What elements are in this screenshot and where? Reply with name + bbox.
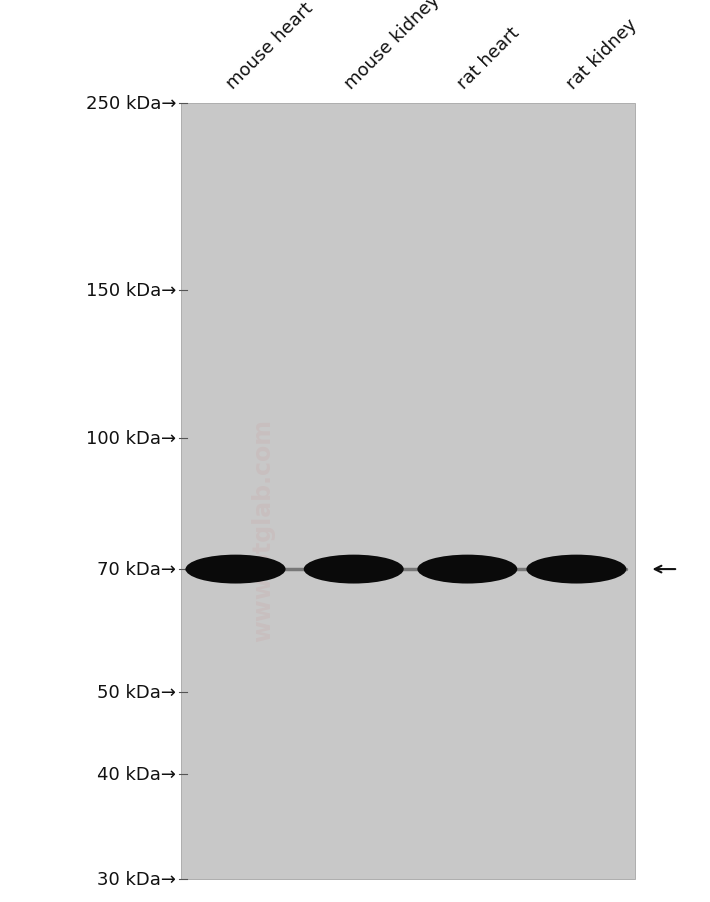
Ellipse shape: [526, 555, 626, 584]
Text: mouse kidney: mouse kidney: [341, 0, 443, 93]
Text: 150 kDa→: 150 kDa→: [86, 281, 176, 299]
Ellipse shape: [417, 555, 518, 584]
Text: 70 kDa→: 70 kDa→: [97, 560, 176, 578]
Text: www.ptglab.com: www.ptglab.com: [251, 419, 275, 641]
Text: rat heart: rat heart: [454, 24, 523, 93]
Text: 30 kDa→: 30 kDa→: [97, 870, 176, 888]
Ellipse shape: [304, 555, 404, 584]
Text: mouse heart: mouse heart: [223, 0, 317, 93]
Text: 50 kDa→: 50 kDa→: [97, 684, 176, 702]
Text: 100 kDa→: 100 kDa→: [86, 430, 176, 448]
Ellipse shape: [185, 555, 285, 584]
Text: 250 kDa→: 250 kDa→: [86, 95, 176, 113]
Text: 40 kDa→: 40 kDa→: [97, 765, 176, 783]
Text: rat kidney: rat kidney: [564, 15, 641, 93]
FancyBboxPatch shape: [181, 104, 635, 879]
